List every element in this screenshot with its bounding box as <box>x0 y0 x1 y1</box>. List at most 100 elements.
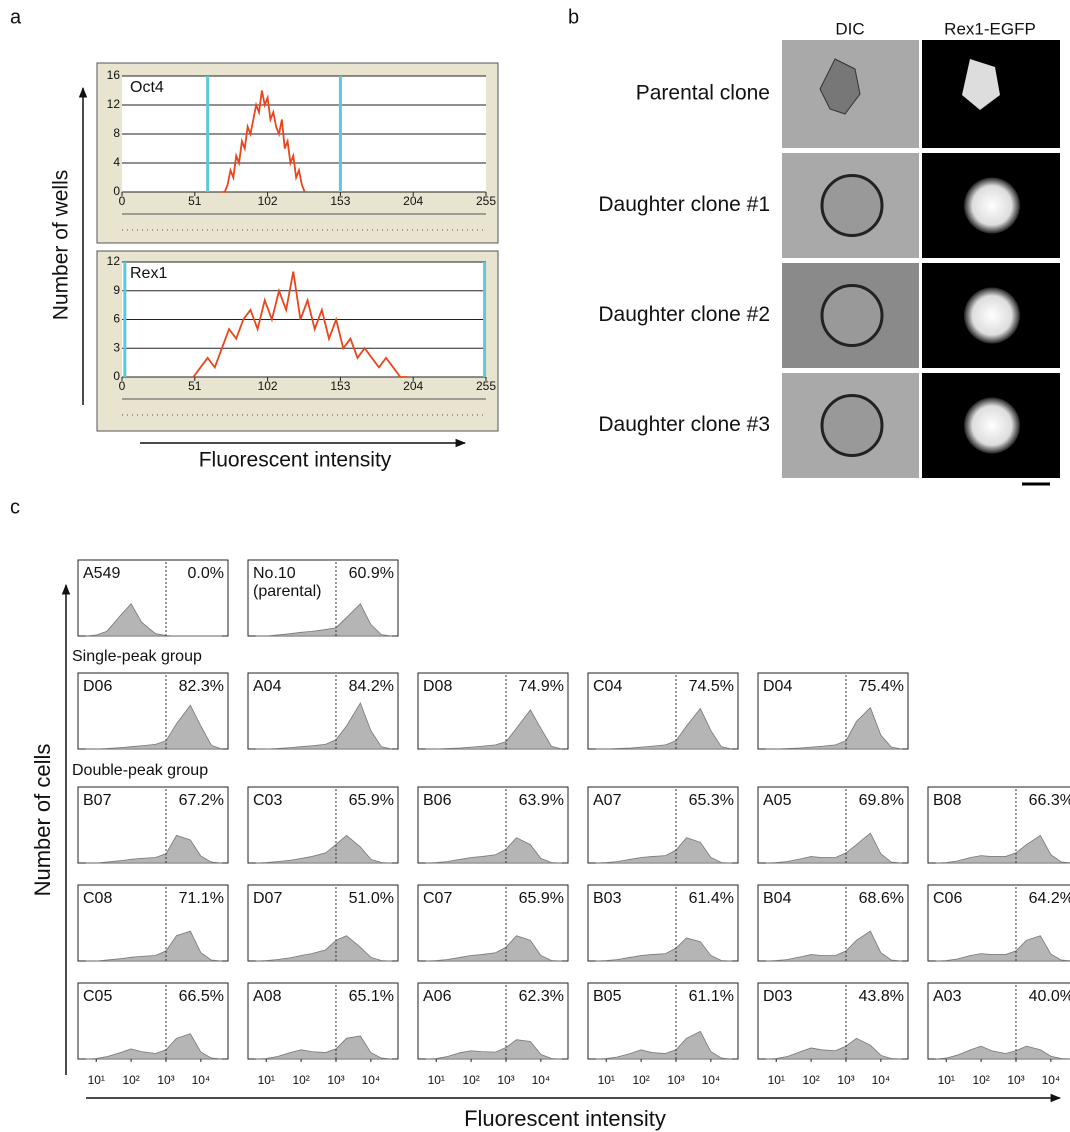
gfp-colony <box>962 59 1000 110</box>
histogram-frame <box>247 786 399 864</box>
percent-label: 51.0% <box>349 890 394 907</box>
sample-name: C05 <box>83 988 112 1005</box>
percent-label: 74.9% <box>519 678 564 695</box>
percent-label: 63.9% <box>519 792 564 809</box>
x-tick-label: 10² <box>122 1073 139 1087</box>
sample-name: D06 <box>83 678 112 695</box>
sample-name: C03 <box>253 792 282 809</box>
histogram-area <box>85 603 222 637</box>
percent-label: 65.9% <box>519 890 564 907</box>
percent-label: 65.1% <box>349 988 394 1005</box>
x-tick-label: 10⁴ <box>192 1073 211 1087</box>
histogram-frame <box>247 884 399 962</box>
sample-name: A549 <box>83 565 120 582</box>
x-tick-label: 10¹ <box>258 1073 275 1087</box>
sample-name: B07 <box>83 792 112 809</box>
x-tick-label: 0 <box>119 379 126 393</box>
sample-name: D08 <box>423 678 452 695</box>
y-tick-label: 4 <box>113 155 120 169</box>
histogram-area <box>765 706 902 750</box>
percent-label: 61.4% <box>689 890 734 907</box>
y-tick-label: 12 <box>107 254 121 268</box>
sample-name: D07 <box>253 890 282 907</box>
histogram-frame <box>77 884 229 962</box>
sample-name: A04 <box>253 678 282 695</box>
histogram-line <box>192 271 408 378</box>
histogram-area <box>255 834 392 864</box>
sample-name: B08 <box>933 792 962 809</box>
cell-colony <box>820 174 884 237</box>
sample-name: B06 <box>423 792 452 809</box>
histogram-area <box>765 1037 902 1060</box>
sample-name: B04 <box>763 890 792 907</box>
y-tick-label: 0 <box>113 184 120 198</box>
y-axis-label: Number of wells <box>50 170 73 321</box>
x-tick-label: 10³ <box>327 1073 344 1087</box>
sample-name: A08 <box>253 988 282 1005</box>
x-tick-label: 153 <box>330 194 350 208</box>
histogram-area <box>595 937 732 962</box>
histogram-area <box>595 707 732 750</box>
histogram-line <box>221 90 306 193</box>
histogram-frame <box>757 786 909 864</box>
x-tick-label: 10⁴ <box>702 1073 721 1087</box>
histogram-area <box>255 603 392 637</box>
x-tick-label: 10³ <box>157 1073 174 1087</box>
sample-name: C04 <box>593 678 622 695</box>
group-label: Single-peak group <box>72 648 202 665</box>
x-tick-label: 10⁴ <box>1042 1073 1061 1087</box>
x-tick-label: 10¹ <box>598 1073 615 1087</box>
x-tick-label: 10³ <box>837 1073 854 1087</box>
percent-label: 67.2% <box>179 792 224 809</box>
x-axis-label: Fluorescent intensity <box>464 1106 666 1131</box>
cell-colony <box>820 394 884 457</box>
cell-colony <box>819 58 861 115</box>
histogram-frame <box>757 672 909 750</box>
percent-label: 84.2% <box>349 678 394 695</box>
percent-label: 75.4% <box>859 678 904 695</box>
x-tick-label: 204 <box>403 379 423 393</box>
percent-label: 66.3% <box>1029 792 1070 809</box>
row-label: Daughter clone #1 <box>598 193 770 216</box>
x-tick-label: 10³ <box>1007 1073 1024 1087</box>
column-header: Rex1-EGFP <box>944 19 1036 38</box>
y-tick-label: 16 <box>107 68 121 82</box>
histogram-area <box>85 834 222 864</box>
y-tick-label: 6 <box>113 312 120 326</box>
percent-label: 82.3% <box>179 678 224 695</box>
x-tick-label: 10¹ <box>428 1073 445 1087</box>
percent-label: 61.1% <box>689 988 734 1005</box>
x-tick-label: 51 <box>188 194 202 208</box>
histogram-area <box>595 837 732 864</box>
x-tick-label: 10² <box>462 1073 479 1087</box>
x-tick-label: 10³ <box>497 1073 514 1087</box>
x-tick-label: 10² <box>802 1073 819 1087</box>
histogram-frame <box>587 786 739 864</box>
x-tick-label: 102 <box>258 379 278 393</box>
row-label: Parental clone <box>636 82 770 105</box>
x-tick-label: 10² <box>632 1073 649 1087</box>
x-tick-label: 0 <box>119 194 126 208</box>
row-label: Daughter clone #3 <box>598 413 770 436</box>
sample-name: B05 <box>593 988 622 1005</box>
percent-label: 71.1% <box>179 890 224 907</box>
gfp-colony <box>964 177 1020 234</box>
x-tick-label: 10² <box>972 1073 989 1087</box>
x-tick-label: 102 <box>258 194 278 208</box>
histogram-frame <box>757 884 909 962</box>
chart-title: Oct4 <box>130 79 164 96</box>
y-axis-label: Number of cells <box>30 744 55 897</box>
histogram-area <box>85 930 222 962</box>
percent-label: 74.5% <box>689 678 734 695</box>
sample-note: (parental) <box>253 583 321 600</box>
histogram-area <box>425 1039 562 1060</box>
histogram-area <box>85 1033 222 1060</box>
sample-name: C08 <box>83 890 112 907</box>
percent-label: 65.3% <box>689 792 734 809</box>
panel-label: c <box>10 496 20 518</box>
percent-label: 68.6% <box>859 890 904 907</box>
y-tick-label: 12 <box>107 97 121 111</box>
histogram-frame <box>417 786 569 864</box>
y-tick-label: 3 <box>113 340 120 354</box>
